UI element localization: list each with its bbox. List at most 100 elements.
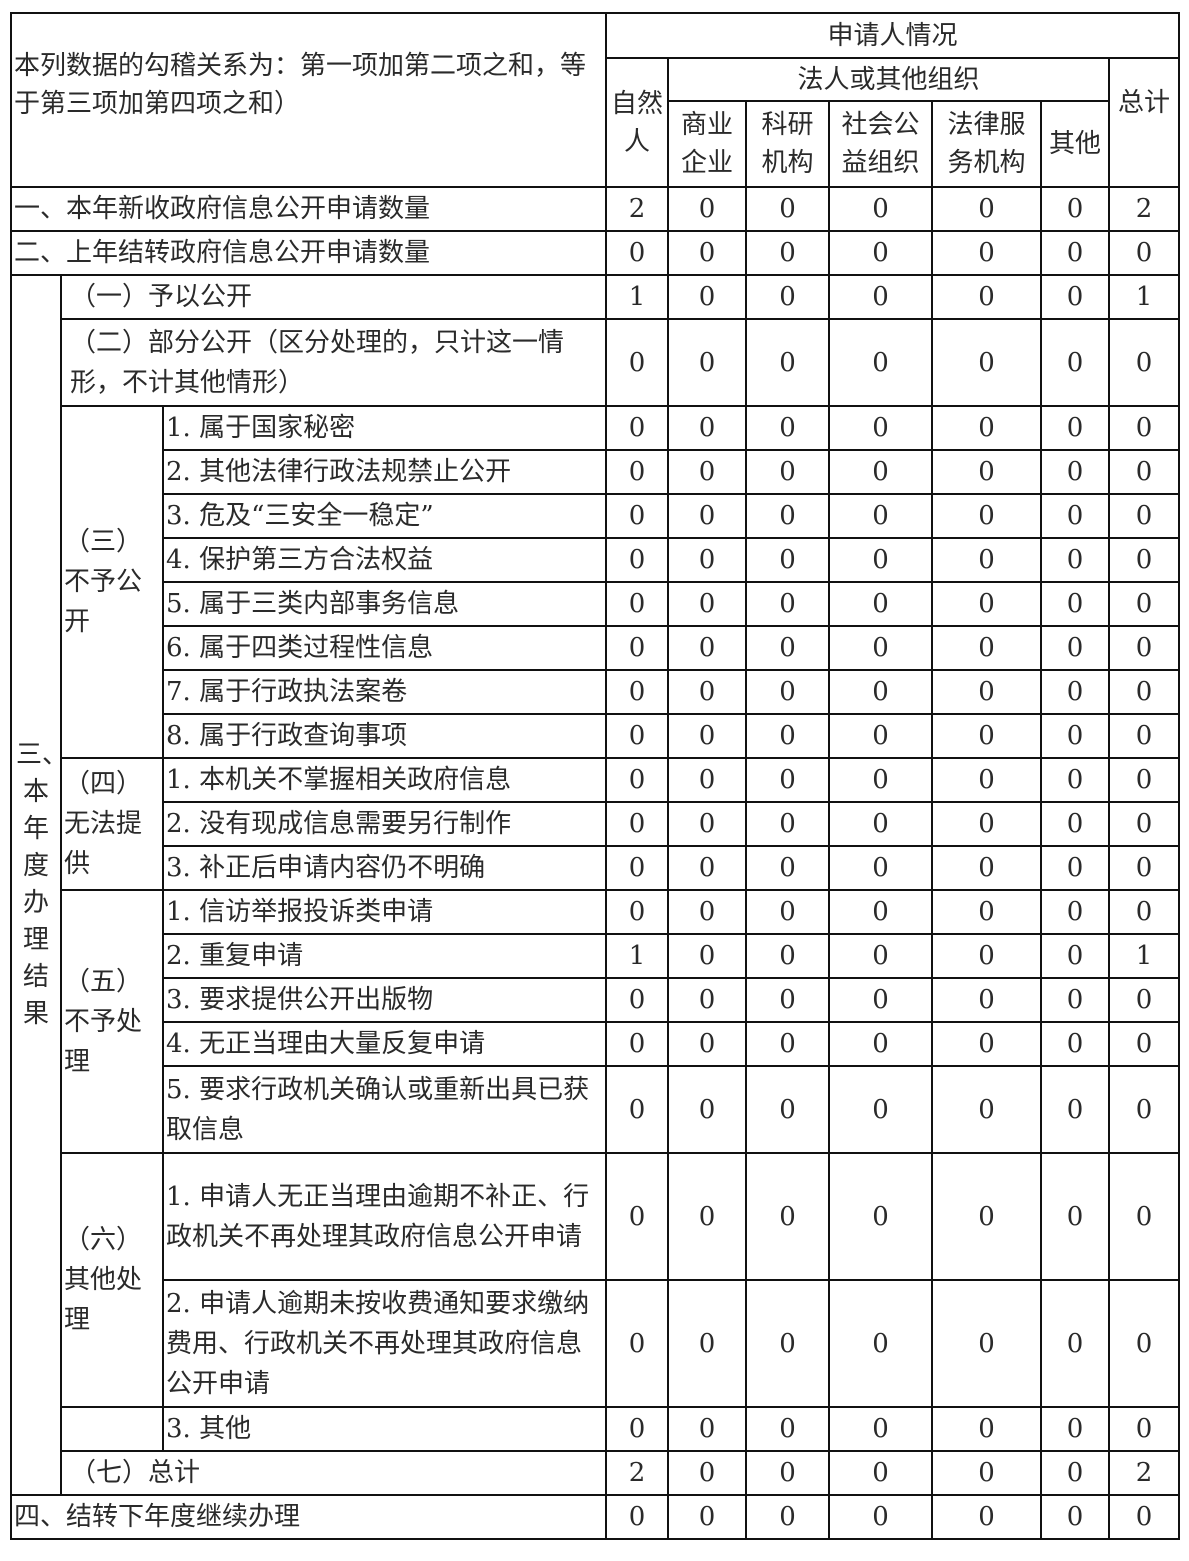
value-cell: 0 (931, 1021, 1043, 1067)
total-header: 总计 (1108, 57, 1181, 188)
value-cell: 0 (605, 1021, 670, 1067)
value-cell: 0 (745, 1494, 831, 1540)
value-cell: 0 (605, 449, 670, 495)
disclosure-statistics-table: 本列数据的勾稽关系为：第一项加第二项之和，等于第三项加第四项之和） 申请人情况 … (9, 12, 1181, 1540)
value-cell: 0 (667, 889, 748, 935)
column-header-legal-service: 法律服务机构 (931, 100, 1043, 188)
value-cell: 0 (1040, 230, 1111, 276)
section-3-label: 三、本年度办理结果 (10, 274, 62, 1496)
value-cell: 0 (1040, 889, 1111, 935)
value-cell: 0 (931, 713, 1043, 759)
value-cell: 0 (1040, 1406, 1111, 1452)
value-cell: 0 (931, 801, 1043, 847)
table-row: （四）无法提供 1. 本机关不掌握相关政府信息 0 0 0 0 0 0 0 (11, 757, 1181, 891)
value-cell: 0 (1108, 405, 1181, 451)
value-cell: 0 (605, 1065, 670, 1154)
row-label: 1. 申请人无正当理由逾期不补正、行政机关不再处理其政府信息公开申请 (161, 1152, 608, 1281)
value-cell: 0 (605, 230, 670, 276)
value-cell: 0 (605, 889, 670, 935)
value-cell: 0 (1108, 1021, 1181, 1067)
row-label: 3. 要求提供公开出版物 (161, 977, 608, 1023)
group-label-g3: （三）不予公开 (60, 405, 164, 759)
value-cell: 0 (1108, 493, 1181, 539)
value-cell: 0 (931, 186, 1043, 232)
value-cell: 0 (1108, 757, 1181, 803)
value-cell: 1 (1108, 274, 1181, 320)
natural-person-header: 自然人 (605, 57, 670, 188)
row-label: 1. 属于国家秘密 (161, 405, 608, 451)
value-cell: 0 (667, 1279, 748, 1408)
value-cell: 0 (667, 625, 748, 671)
value-cell: 0 (828, 1406, 934, 1452)
table-row: 3. 补正后申请内容仍不明确 0 0 0 0 0 0 0 (11, 845, 1181, 891)
value-cell: 0 (605, 1406, 670, 1452)
value-cell: 0 (931, 1406, 1043, 1452)
column-header-public-welfare: 社会公益组织 (828, 100, 934, 188)
value-cell: 0 (1108, 318, 1181, 407)
value-cell: 0 (745, 933, 831, 979)
value-cell: 0 (1040, 1279, 1111, 1408)
row-label: 2. 没有现成信息需要另行制作 (161, 801, 608, 847)
value-cell: 0 (667, 318, 748, 407)
value-cell: 0 (667, 1021, 748, 1067)
value-cell: 0 (745, 1450, 831, 1496)
value-cell: 1 (605, 933, 670, 979)
table-row: 5. 要求行政机关确认或重新出具已获取信息 0 0 0 0 0 0 0 (11, 1065, 1181, 1154)
value-cell: 0 (745, 713, 831, 759)
value-cell: 0 (931, 1450, 1043, 1496)
value-cell: 0 (667, 1406, 748, 1452)
value-cell: 0 (1108, 977, 1181, 1023)
value-cell: 0 (1108, 449, 1181, 495)
value-cell: 0 (667, 757, 748, 803)
value-cell: 0 (667, 186, 748, 232)
relation-note: 本列数据的勾稽关系为：第一项加第二项之和，等于第三项加第四项之和） (9, 12, 608, 188)
value-cell: 0 (931, 274, 1043, 320)
empty-group-cell (60, 1406, 164, 1452)
table-row: （三）不予公开 1. 属于国家秘密 0 0 0 0 0 0 0 (11, 405, 1181, 759)
value-cell: 0 (931, 1152, 1043, 1281)
value-cell: 0 (1040, 669, 1111, 715)
value-cell: 0 (828, 1065, 934, 1154)
row-label: 7. 属于行政执法案卷 (161, 669, 608, 715)
value-cell: 0 (667, 493, 748, 539)
value-cell: 0 (667, 1065, 748, 1154)
table-row: 2. 申请人逾期未按收费通知要求缴纳费用、行政机关不再处理其政府信息公开申请 0 0… (11, 1279, 1181, 1408)
value-cell: 0 (667, 405, 748, 451)
value-cell: 0 (667, 669, 748, 715)
value-cell: 0 (1108, 581, 1181, 627)
value-cell: 0 (1040, 933, 1111, 979)
value-cell: 0 (1040, 1152, 1111, 1281)
group-label-g6: （六）其他处理 (60, 1152, 164, 1408)
value-cell: 0 (828, 713, 934, 759)
table-row: 2. 其他法律行政法规禁止公开 0 0 0 0 0 0 0 (11, 449, 1181, 495)
value-cell: 0 (667, 1450, 748, 1496)
row-label: 5. 要求行政机关确认或重新出具已获取信息 (161, 1065, 608, 1154)
value-cell: 0 (1108, 230, 1181, 276)
value-cell: 0 (828, 801, 934, 847)
value-cell: 0 (931, 1494, 1043, 1540)
value-cell: 0 (1040, 493, 1111, 539)
value-cell: 0 (828, 493, 934, 539)
row-label: 3. 补正后申请内容仍不明确 (161, 845, 608, 891)
value-cell: 0 (931, 1279, 1043, 1408)
value-cell: 2 (1108, 1450, 1181, 1496)
row-label: 一、本年新收政府信息公开申请数量 (9, 186, 608, 232)
row-label: 3. 其他 (161, 1406, 608, 1452)
group-label-g5: （五）不予处理 (60, 889, 164, 1154)
value-cell: 0 (667, 449, 748, 495)
value-cell: 0 (1040, 757, 1111, 803)
value-cell: 2 (605, 186, 670, 232)
value-cell: 0 (1040, 977, 1111, 1023)
table-row: 8. 属于行政查询事项 0 0 0 0 0 0 0 (11, 713, 1181, 759)
row-label: 4. 无正当理由大量反复申请 (161, 1021, 608, 1067)
row-label: 四、结转下年度继续办理 (9, 1494, 608, 1540)
value-cell: 0 (828, 1279, 934, 1408)
value-cell: 0 (1040, 449, 1111, 495)
value-cell: 0 (1108, 1152, 1181, 1281)
value-cell: 0 (828, 230, 934, 276)
value-cell: 0 (931, 625, 1043, 671)
value-cell: 0 (745, 405, 831, 451)
value-cell: 0 (1040, 318, 1111, 407)
value-cell: 0 (931, 230, 1043, 276)
value-cell: 0 (745, 845, 831, 891)
